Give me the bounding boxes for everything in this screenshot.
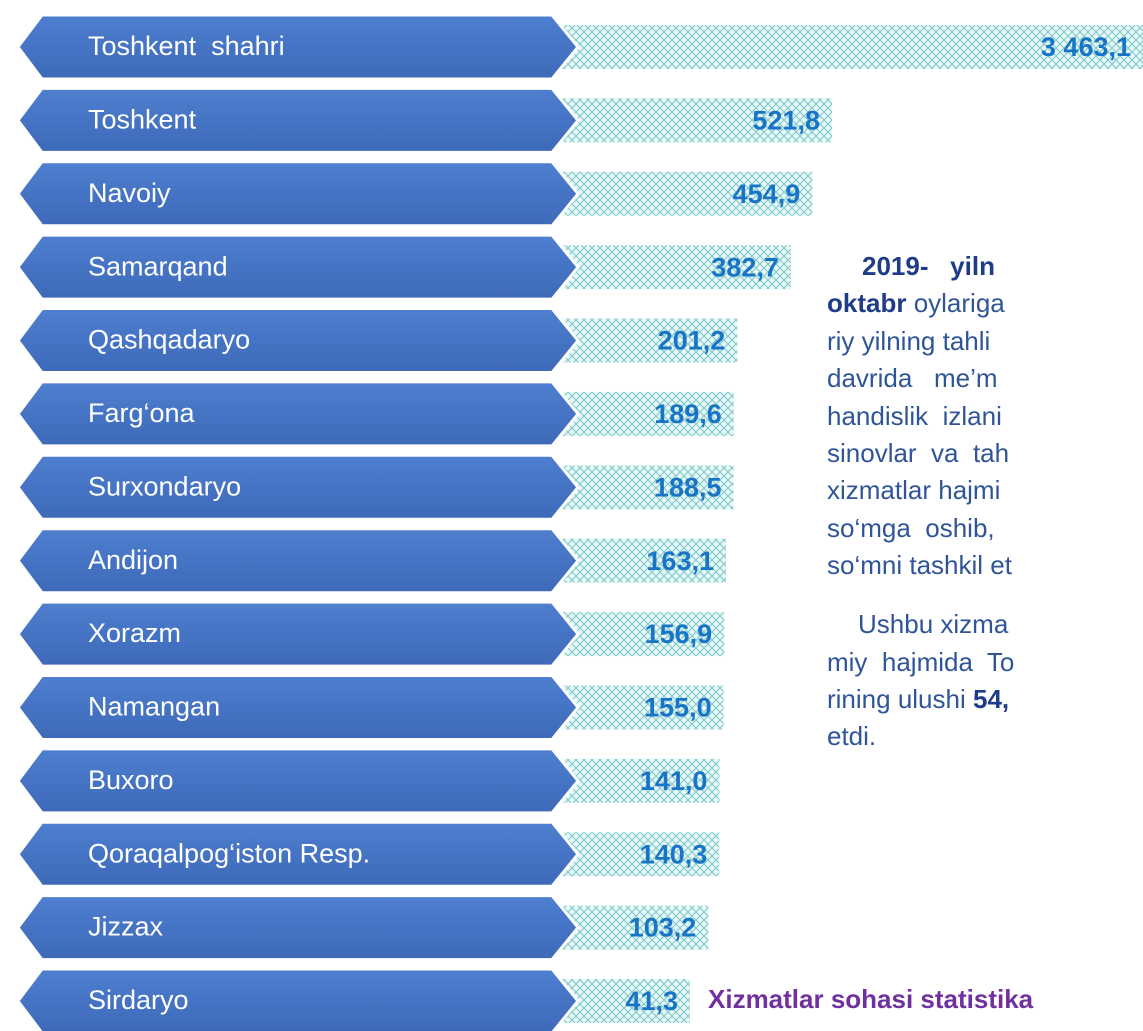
bar (560, 832, 720, 877)
bar (560, 905, 709, 950)
bar (560, 612, 725, 657)
text: davrida me’m (827, 363, 998, 393)
paragraph-line: etdi. (827, 721, 876, 751)
region-arrow (16, 160, 580, 228)
category-label: Surxondaryo (88, 471, 241, 501)
paragraph-line: 2019- yiln (862, 251, 995, 281)
category-label: Namangan (88, 692, 220, 722)
category-label: Buxoro (88, 765, 174, 795)
text: rining ulushi (827, 684, 973, 714)
category-label: Qashqadaryo (88, 325, 250, 355)
category-label: Navoiy (88, 178, 171, 208)
category-label: Samarqand (88, 251, 228, 281)
bold-text: 54, (973, 684, 1009, 714)
value-label: 521,8 (752, 106, 820, 136)
category-label: Qoraqalpog‘iston Resp. (88, 838, 370, 868)
value-label: 3 463,1 (1041, 32, 1131, 62)
text: miy hajmida To (827, 647, 1014, 677)
text: handislik izlani (827, 401, 1002, 431)
bar (560, 685, 724, 730)
paragraph-line: handislik izlani (827, 401, 1002, 431)
bold-text: 2019- yiln (862, 251, 995, 281)
value-label: 454,9 (733, 179, 801, 209)
region-arrow (16, 820, 580, 888)
text: Ushbu xizma (858, 609, 1009, 639)
value-label: 140,3 (640, 839, 708, 869)
category-label: Toshkent (88, 105, 197, 135)
paragraph-line: oktabr oylariga (827, 288, 1005, 318)
category-label: Farg‘ona (88, 398, 196, 428)
value-label: 382,7 (711, 252, 779, 282)
bar (560, 98, 832, 143)
text: so‘mga oshib, (827, 513, 995, 543)
bar (560, 465, 734, 510)
value-label: 141,0 (640, 766, 708, 796)
paragraph-line: rining ulushi 54, (827, 684, 1009, 714)
region-arrow (16, 747, 580, 815)
value-label: 189,6 (654, 399, 722, 429)
region-arrow (16, 307, 580, 375)
region-arrow (16, 233, 580, 301)
paragraph: 2019- yiln oktabr oylariga riy yilning tah… (827, 251, 1014, 751)
value-label: 41,3 (625, 986, 678, 1016)
region-arrow (16, 453, 580, 521)
arrows: Toshkent shahri Toshkent Navoiy Samarqand Qa… (16, 13, 580, 1031)
region-arrow (16, 527, 580, 595)
text: riy yilning tahli (827, 326, 990, 356)
value-label: 155,0 (644, 693, 712, 723)
bar (560, 538, 726, 583)
region-arrow (16, 967, 580, 1031)
category-label: Xorazm (88, 618, 181, 648)
region-arrow (16, 673, 580, 741)
bar (560, 391, 734, 436)
text: xizmatlar hajmi (827, 475, 1000, 505)
value-label: 163,1 (646, 546, 714, 576)
text: etdi. (827, 721, 876, 751)
text: oylariga (906, 288, 1005, 318)
paragraph-line: so‘mga oshib, (827, 513, 995, 543)
category-label: Sirdaryo (88, 985, 189, 1015)
bars (560, 25, 1143, 1023)
region-arrow (16, 894, 580, 962)
bar (560, 979, 691, 1023)
region-arrow (16, 13, 580, 81)
bold-text: oktabr (827, 288, 906, 318)
bar (560, 758, 720, 803)
category-label: Jizzax (88, 912, 164, 942)
footer: Xizmatlar sohasi statistika (708, 984, 1034, 1014)
bar (560, 25, 1143, 69)
region-arrow (16, 380, 580, 448)
value-label: 156,9 (645, 619, 713, 649)
value-label: 103,2 (629, 913, 697, 943)
bar (560, 245, 791, 290)
category-label: Andijon (88, 545, 178, 575)
paragraph-line: xizmatlar hajmi (827, 475, 1000, 505)
text: sinovlar va tah (827, 438, 1009, 468)
paragraph-line: miy hajmida To (827, 647, 1014, 677)
paragraph-line: sinovlar va tah (827, 438, 1009, 468)
value-label: 201,2 (658, 326, 726, 356)
labels: 3 463,1 521,8 454,9 382,7 201,2 189,6 188,5 163… (625, 32, 1131, 1016)
region-arrow (16, 600, 580, 668)
paragraph-line: davrida me’m (827, 363, 998, 393)
value-label: 188,5 (654, 472, 722, 502)
bar (560, 318, 738, 363)
text: so‘mni tashkil et (827, 550, 1013, 580)
paragraph-line: so‘mni tashkil et (827, 550, 1013, 580)
region-arrow (16, 86, 580, 154)
paragraph-line: riy yilning tahli (827, 326, 990, 356)
bar (560, 171, 813, 216)
paragraph-line: Ushbu xizma (858, 609, 1009, 639)
category-label: Toshkent shahri (88, 31, 285, 61)
